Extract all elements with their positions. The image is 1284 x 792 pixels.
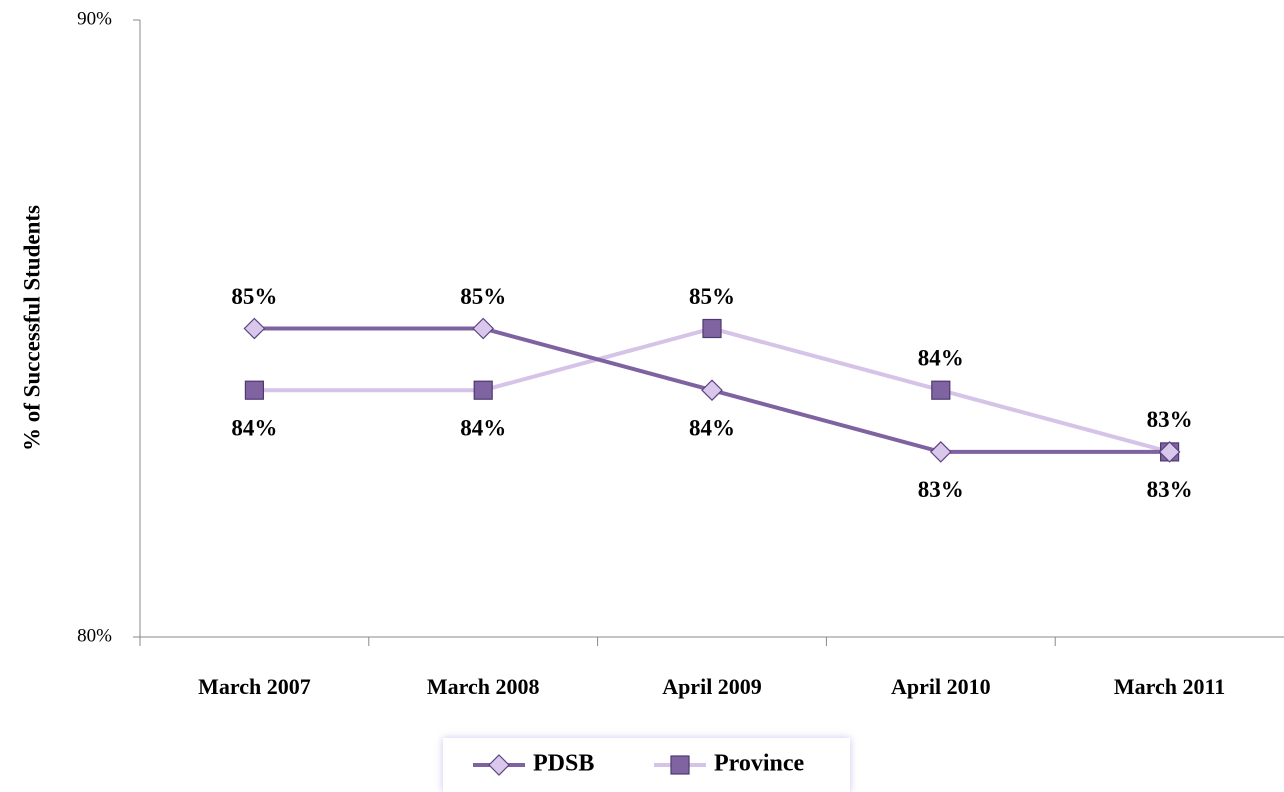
data-label: 83% (1147, 477, 1193, 502)
x-tick-label: March 2011 (1114, 674, 1225, 699)
data-point (243, 317, 266, 340)
x-tick-label: April 2009 (662, 674, 762, 699)
data-label: 83% (918, 477, 964, 502)
data-point (929, 441, 952, 463)
y-axis-label: % of Successful Students (19, 205, 44, 451)
y-tick-label: 80% (77, 625, 112, 646)
data-label: 84% (689, 415, 735, 440)
data-label: 84% (231, 415, 277, 440)
y-tick-label: 90% (77, 8, 112, 29)
legend-label: PDSB (533, 751, 594, 777)
data-point (473, 380, 493, 400)
data-point (244, 380, 264, 400)
data-label: 85% (689, 284, 735, 309)
data-point (931, 380, 951, 400)
data-label: 84% (460, 415, 506, 440)
x-tick-label: March 2008 (427, 674, 540, 699)
data-label: 85% (231, 284, 277, 309)
data-point (701, 379, 723, 402)
legend-marker (488, 754, 510, 776)
data-point (1158, 441, 1181, 463)
x-tick-label: March 2007 (198, 674, 311, 699)
data-point (702, 318, 722, 339)
legend-label: Province (714, 751, 805, 777)
legend-marker (670, 755, 690, 775)
data-label: 85% (460, 284, 506, 309)
data-label: 84% (918, 345, 964, 370)
data-point (472, 317, 495, 340)
x-tick-label: April 2010 (891, 674, 991, 699)
data-label: 83% (1147, 407, 1193, 432)
